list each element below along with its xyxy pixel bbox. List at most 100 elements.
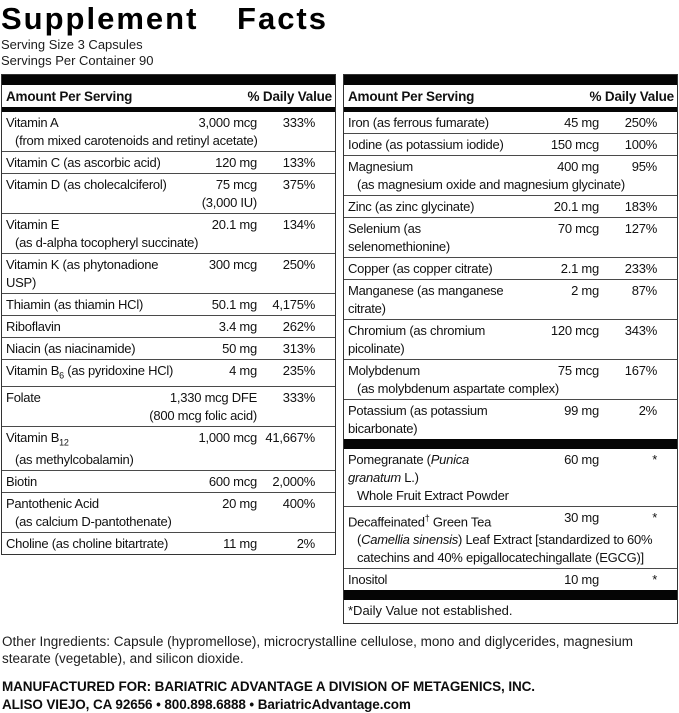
text-part: Vitamin A [6,115,59,130]
text-part: catechins and 40% epigallocatechingallat… [357,550,644,566]
nutrient-row: Vitamin B6 (as pyridoxine HCl) 4 mg 235% [2,359,335,386]
nutrient-amount-line: 1,330 mcg DFE [169,389,257,405]
nutrient-row-main-line: Vitamin B6 (as pyridoxine HCl) 4 mg 235% [6,362,315,385]
nutrient-amount: 20.1 mg [521,198,599,216]
amount-per-serving-label: Amount Per Serving [6,89,133,104]
text-part: (as calcium D-pantothenate) [15,514,172,530]
nutrient-row: Riboflavin 3.4 mg 262% [2,315,335,337]
nutrient-amount-line: 60 mg [564,452,599,467]
nutrient-name: Molybdenum [348,362,521,380]
text-sub: 12 [59,437,69,448]
nutrient-row-main-line: Magnesium 400 mg 95% [348,158,657,176]
nutrient-source-subline: catechins and 40% epigallocatechingallat… [348,549,657,567]
text-part: Decaffeinated [348,514,425,530]
supplement-facts-label: Supplement Facts Serving Size 3 Capsules… [1,3,678,712]
nutrient-row: Pomegranate (Punica granatum L.) 60 mg * Wh… [344,449,677,506]
nutrient-name: Vitamin E [6,216,179,234]
text-part: Choline (as choline bitartrate) [6,536,169,552]
nutrient-amount-line: 70 mcg [557,221,599,236]
nutrient-daily-value: 250% [282,257,316,272]
nutrient-name: Decaffeinated† Green Tea [348,509,521,531]
nutrient-daily-value: 95% [631,159,658,174]
nutrient-daily-value: 134% [282,217,316,232]
text-part: Magnesium [348,159,413,174]
nutrient-amount: 4 mg [179,362,257,380]
nutrient-source-subline: (from mixed carotenoids and retinyl acet… [6,132,315,150]
nutrient-row-main-line: Vitamin E 20.1 mg 134% [6,216,315,234]
nutrient-row: Molybdenum 75 mcg 167% (as molybdenum aspar… [344,359,677,399]
nutrient-source-subline: Whole Fruit Extract Powder [348,487,657,505]
nutrient-row-main-line: Vitamin B12 1,000 mcg 41,667% [6,429,315,452]
nutrient-row-main-line: Choline (as choline bitartrate) 11 mg 2% [6,535,315,553]
nutrient-amount: 120 mg [179,154,257,172]
nutrient-amount: 300 mcg [179,256,257,274]
nutrient-row-main-line: Pantothenic Acid 20 mg 400% [6,495,315,513]
text-part: Biotin [6,474,38,490]
nutrient-row: Vitamin A 3,000 mcg 333% (from mixed carote… [2,112,335,151]
text-part: (as molybdenum aspartate complex) [357,381,560,396]
nutrient-row-main-line: Chromium (as chromium picolinate) 120 mcg… [348,322,657,358]
text-part: (as methylcobalamin) [15,452,134,468]
nutrient-name: Vitamin B6 (as pyridoxine HCl) [6,362,179,385]
text-part: Vitamin E [6,217,60,232]
nutrient-name: Folate [6,389,149,407]
nutrient-daily-value: 343% [624,323,658,338]
manufacturer-block: MANUFACTURED FOR: BARIATRIC ADVANTAGE A … [1,678,678,713]
text-italic: Camellia sinensis [361,532,458,548]
nutrient-row-main-line: Vitamin C (as ascorbic acid) 120 mg 133% [6,154,315,172]
nutrient-amount: 99 mg [521,402,599,420]
nutrient-daily-value: 333% [282,389,316,405]
column-header: Amount Per Serving % Daily Value [2,85,335,107]
nutrient-amount-line: 3,000 mcg [198,115,258,130]
nutrient-source-subline: (as d-alpha tocopheryl succinate) [6,234,315,252]
nutrient-row: Manganese (as manganese citrate) 2 mg 87% [344,279,677,319]
nutrient-amount: 120 mcg [521,322,599,340]
nutrient-row-main-line: Copper (as copper citrate) 2.1 mg 233% [348,260,657,278]
nutrient-amount-line: (3,000 IU) [201,195,258,210]
nutrient-name: Manganese (as manganese citrate) [348,282,521,318]
nutrient-amount: 50 mg [179,340,257,358]
text-part: Pomegranate ( [348,452,431,467]
nutrient-row: Vitamin K (as phytonadione USP) 300 mcg 25… [2,253,335,293]
text-part: Vitamin B [6,429,60,445]
nutrient-amount-line: 20 mg [222,496,257,512]
nutrient-source-subline: (Camellia sinensis) Leaf Extract [standa… [348,531,657,549]
nutrient-section: Iron (as ferrous fumarate) 45 mg 250% Iodin… [344,112,677,439]
nutrient-row: Decaffeinated† Green Tea 30 mg * (Camellia … [344,506,677,568]
section-divider-bar [344,439,677,449]
nutrient-amount: 60 mg [521,451,599,469]
text-part: Copper (as copper citrate) [348,261,493,276]
nutrient-daily-value: 41,667% [265,429,315,445]
nutrient-amount-line: 600 mcg [208,474,257,490]
nutrient-name: Copper (as copper citrate) [348,260,521,278]
nutrient-amount-line: 400 mg [557,159,599,174]
nutrient-row-main-line: Pomegranate (Punica granatum L.) 60 mg * [348,451,657,487]
nutrient-row: Niacin (as niacinamide) 50 mg 313% [2,337,335,359]
section-top-bar [2,75,335,85]
nutrient-amount-line: 120 mcg [550,323,599,338]
nutrient-amount-line: 2 mg [571,283,599,298]
nutrient-row: Magnesium 400 mg 95% (as magnesium oxide an… [344,155,677,195]
nutrient-row: Chromium (as chromium picolinate) 120 mcg… [344,319,677,359]
nutrient-daily-value: 127% [624,221,658,236]
facts-columns: Amount Per Serving % Daily Value Vitamin A… [1,74,678,625]
nutrient-daily-value: 375% [282,177,316,192]
nutrient-row-main-line: Thiamin (as thiamin HCl) 50.1 mg 4,175% [6,296,315,314]
nutrient-row-main-line: Potassium (as potassium bicarbonate) 99 m… [348,402,657,438]
text-part: Zinc (as zinc glycinate) [348,199,475,214]
nutrient-section: Vitamin A 3,000 mcg 333% (from mixed carote… [2,112,335,554]
nutrient-amount-line: 75 mcg [557,363,599,378]
nutrient-name: Pantothenic Acid [6,495,179,513]
nutrient-row: Biotin 600 mcg 2,000% [2,470,335,492]
nutrient-row: Potassium (as potassium bicarbonate) 99 m… [344,399,677,439]
nutrient-amount: 2.1 mg [521,260,600,278]
nutrient-amount: 600 mcg [179,473,257,491]
nutrient-name: Vitamin K (as phytonadione USP) [6,256,179,292]
nutrient-name: Potassium (as potassium bicarbonate) [348,402,521,438]
text-part: Pantothenic Acid [6,496,99,512]
nutrient-amount-line: 150 mcg [550,137,599,152]
text-part: Iodine (as potassium iodide) [348,137,504,152]
nutrient-daily-value: 262% [282,319,316,334]
nutrient-amount: 20 mg [179,495,257,513]
nutrient-daily-value: 167% [624,363,658,378]
